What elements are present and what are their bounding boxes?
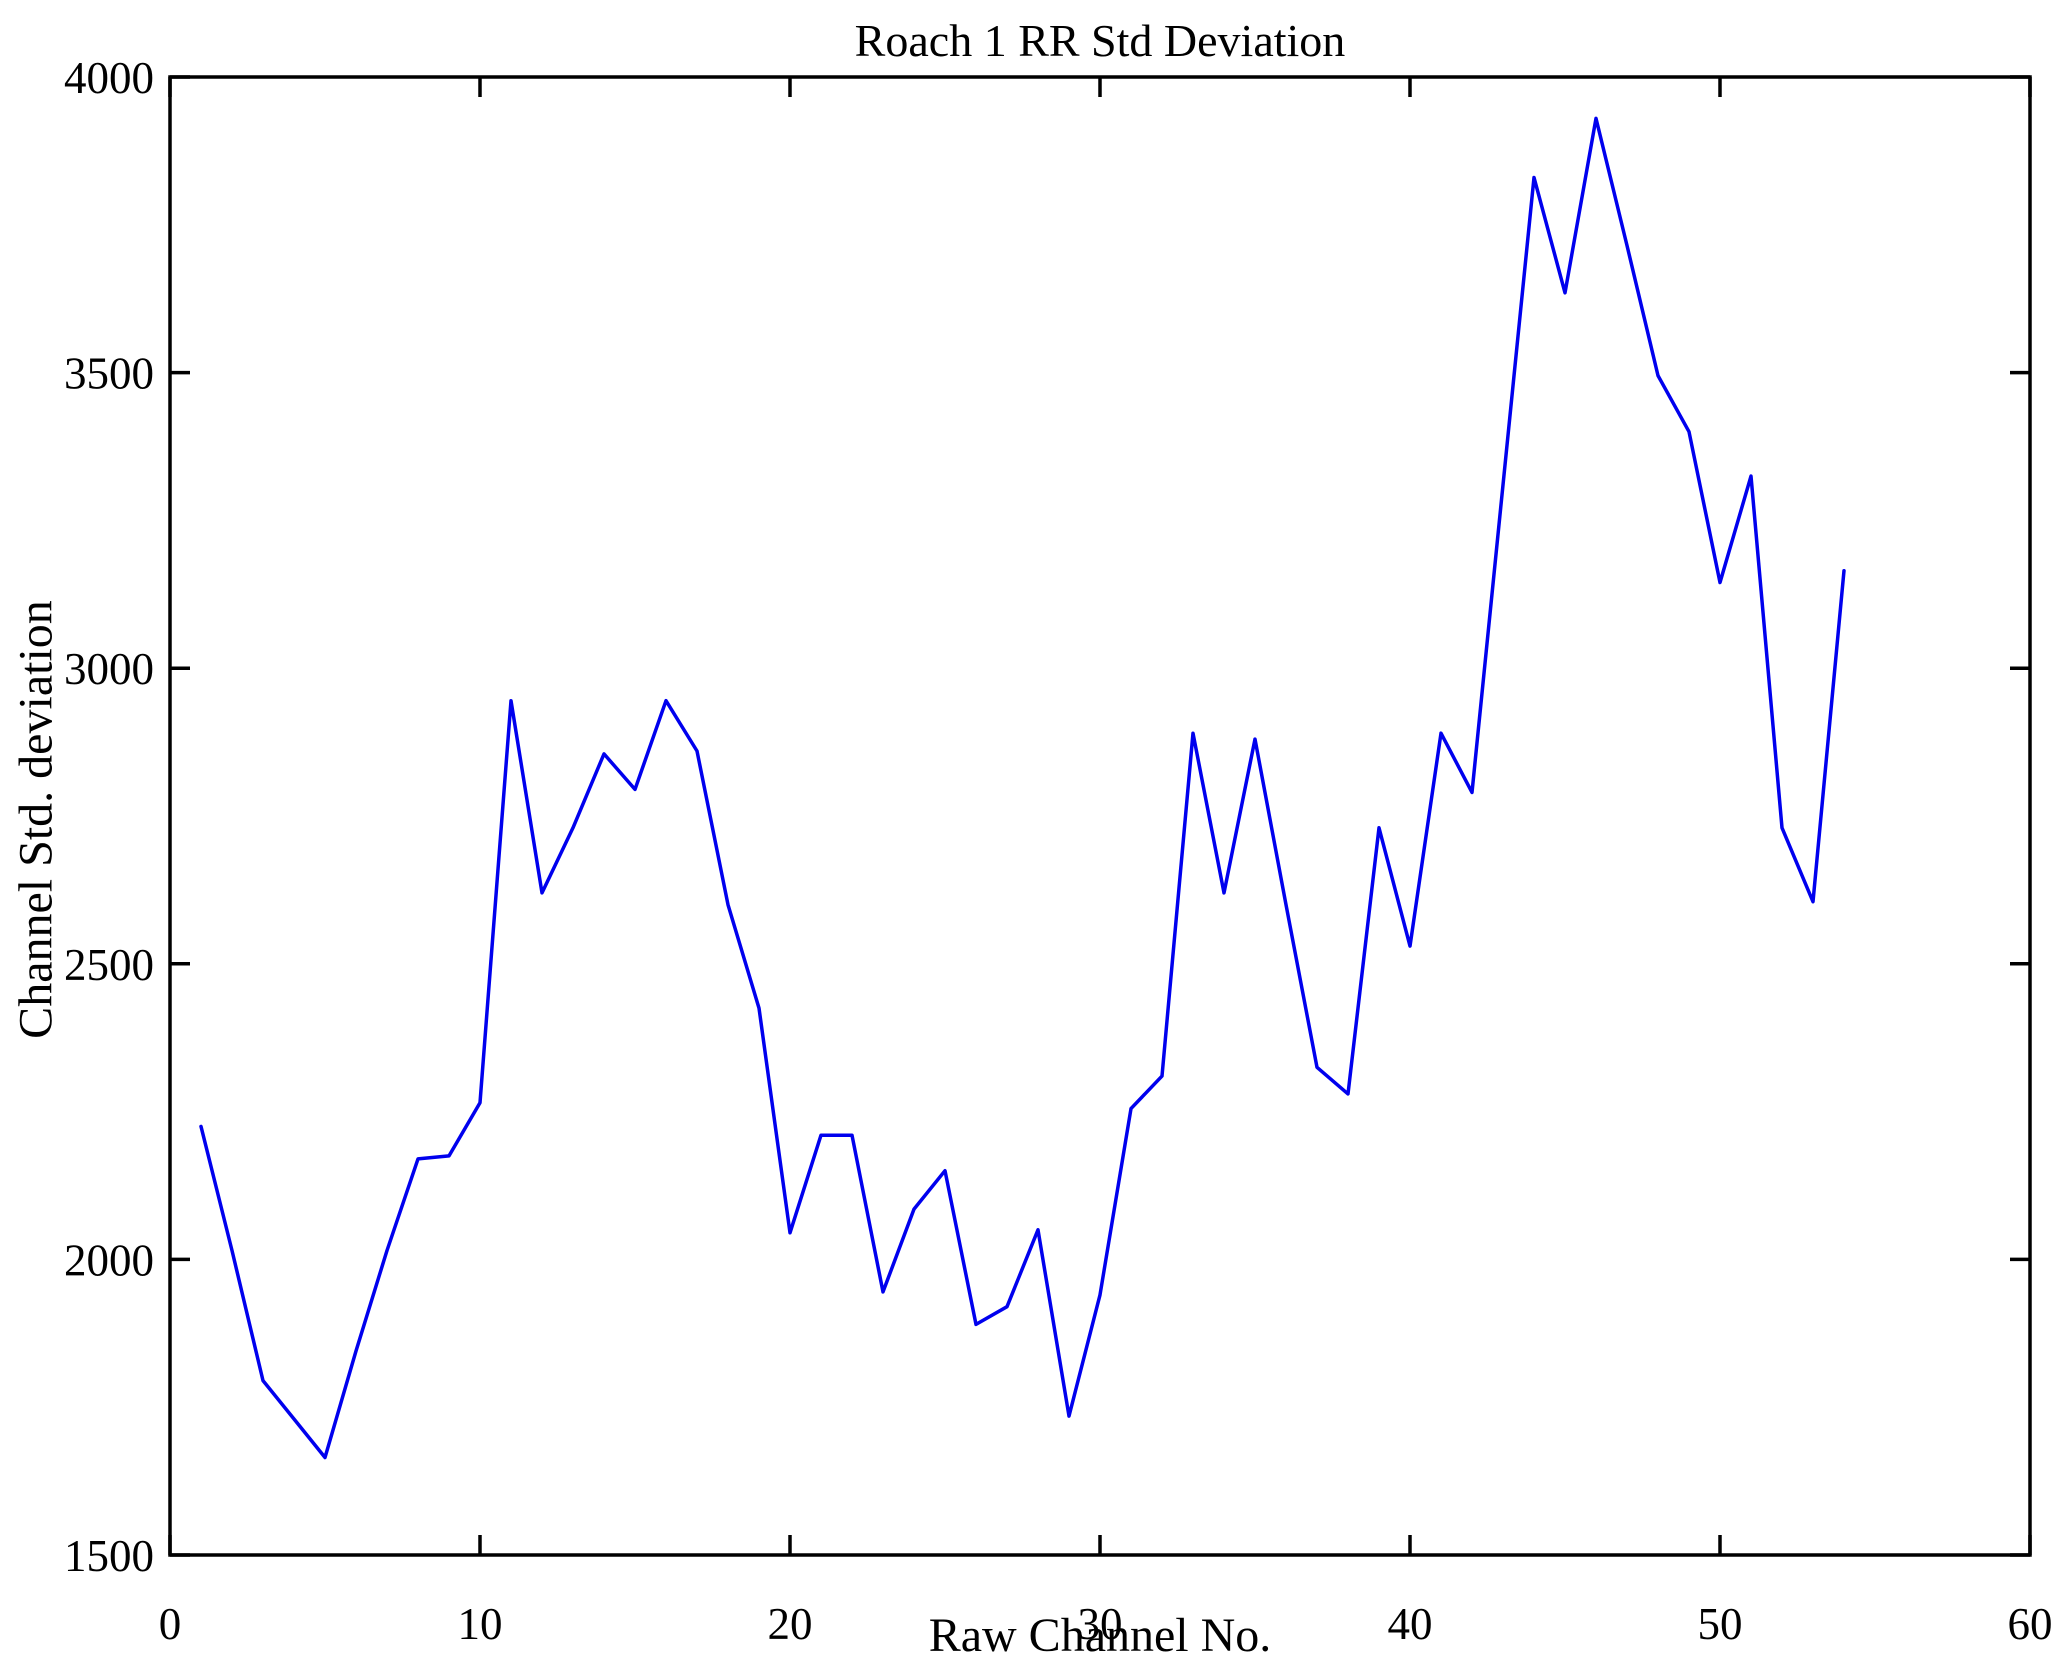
data-line bbox=[199, 116, 1846, 1460]
chart-title: Roach 1 RR Std Deviation bbox=[854, 15, 1346, 66]
y-tick-label: 1500 bbox=[64, 1531, 154, 1581]
x-tick-label: 30 bbox=[1078, 1599, 1123, 1649]
y-tick-label: 2500 bbox=[64, 940, 154, 990]
x-tick-label: 40 bbox=[1388, 1599, 1433, 1649]
x-axis-label: Raw Channel No. bbox=[928, 1609, 1272, 1662]
y-tick-label: 4000 bbox=[64, 53, 154, 103]
x-tick-label: 60 bbox=[2008, 1599, 2053, 1649]
x-tick-label: 0 bbox=[159, 1599, 182, 1649]
axes-box bbox=[168, 75, 2032, 1557]
x-tick-label: 20 bbox=[768, 1599, 813, 1649]
y-tick-label: 3000 bbox=[64, 644, 154, 694]
x-tick-label: 50 bbox=[1698, 1599, 1743, 1649]
y-tick-label: 2000 bbox=[64, 1235, 154, 1285]
y-tick-label: 3500 bbox=[64, 349, 154, 399]
x-tick-label: 10 bbox=[458, 1599, 503, 1649]
